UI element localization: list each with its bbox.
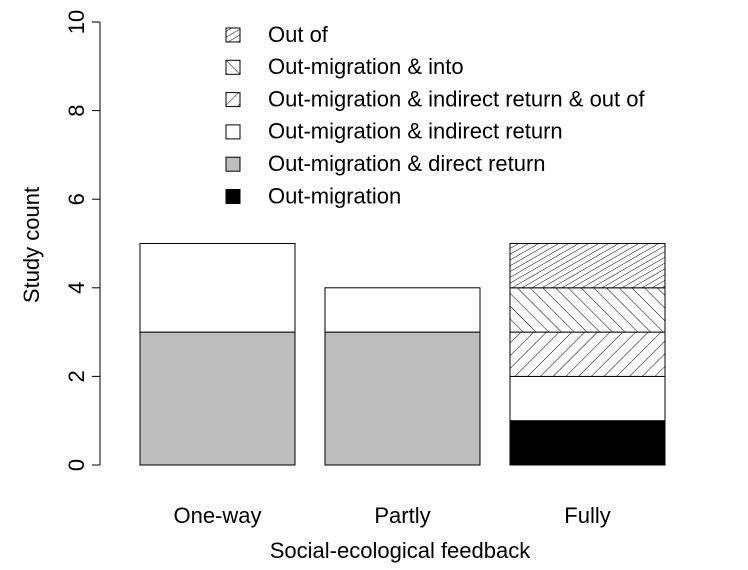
bar-segment (509, 331, 666, 377)
y-axis-label: Study count (19, 187, 44, 303)
x-tick-label: Fully (564, 503, 610, 528)
y-tick-label: 6 (64, 193, 89, 205)
bar-segment (324, 287, 481, 333)
legend-swatch (225, 92, 241, 108)
bar-segment (139, 331, 296, 466)
x-tick-label: Partly (374, 503, 430, 528)
x-tick-label: One-way (173, 503, 261, 528)
legend-swatch (225, 124, 241, 140)
bar-segment (509, 420, 666, 466)
legend-swatch (225, 59, 241, 75)
x-axis-label: Social-ecological feedback (270, 538, 531, 563)
bar-segment (509, 243, 666, 289)
y-tick-label: 2 (64, 370, 89, 382)
legend-label: Out-migration (268, 183, 401, 208)
legend-label: Out-migration & direct return (268, 151, 546, 176)
legend-label: Out of (268, 22, 329, 47)
legend-swatch (225, 27, 241, 43)
y-tick-label: 4 (64, 282, 89, 294)
bar-segment (509, 375, 666, 422)
bar-segment (139, 243, 296, 333)
legend-swatch (225, 189, 241, 204)
legend-label: Out-migration & indirect return (268, 119, 563, 144)
y-tick-label: 0 (64, 459, 89, 471)
legend-swatch (225, 156, 241, 172)
y-tick-label: 8 (64, 104, 89, 116)
bar-segment (324, 331, 481, 466)
legend-label: Out-migration & into (268, 54, 464, 79)
legend-label: Out-migration & indirect return & out of (268, 86, 645, 111)
y-tick-label: 10 (64, 10, 89, 34)
bar-segment (509, 287, 666, 333)
